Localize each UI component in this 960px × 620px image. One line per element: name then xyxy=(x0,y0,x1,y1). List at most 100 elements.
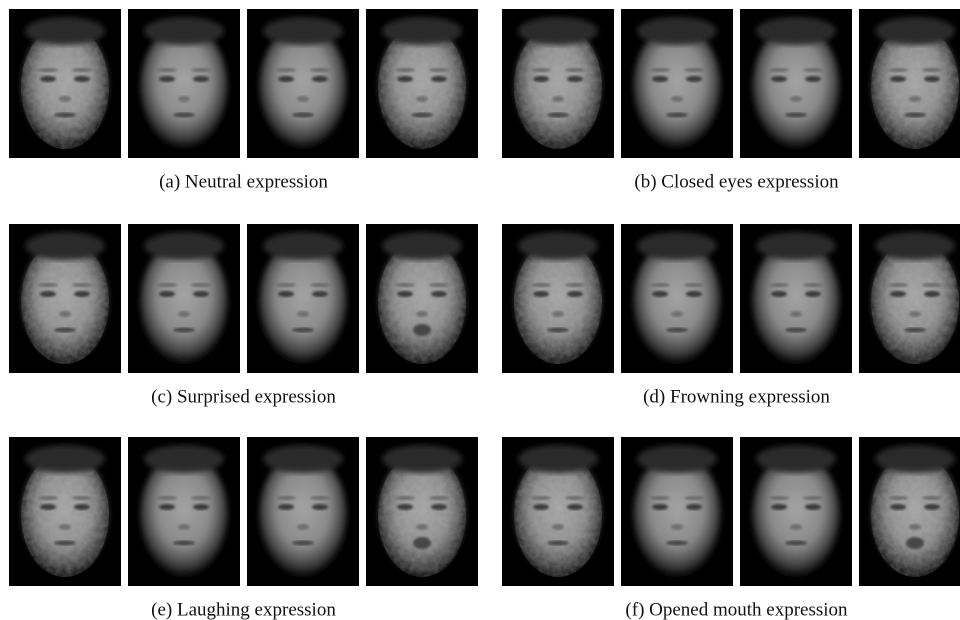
face-nose xyxy=(552,524,564,530)
face-hair xyxy=(25,17,105,45)
face-brow xyxy=(769,283,789,287)
face-brow xyxy=(531,496,551,500)
face-mouth xyxy=(547,113,569,118)
face-hair xyxy=(756,232,836,260)
face-hair xyxy=(263,232,343,260)
face-nose xyxy=(297,524,309,530)
face-nose xyxy=(671,524,683,530)
face-mouth xyxy=(547,541,569,546)
face-brow xyxy=(429,496,449,500)
face-brow xyxy=(922,283,942,287)
face-mouth xyxy=(413,324,431,336)
face-mouth xyxy=(906,537,924,549)
face-brow xyxy=(888,283,908,287)
face-hair xyxy=(756,445,836,473)
face-eye xyxy=(567,76,583,82)
face-eye xyxy=(397,76,413,82)
face-hair xyxy=(382,17,462,45)
face-brow xyxy=(565,68,585,72)
face-nose xyxy=(59,524,71,530)
face-eye xyxy=(193,291,209,297)
face-brow xyxy=(38,68,58,72)
face-nose xyxy=(59,96,71,102)
face-eye xyxy=(74,76,90,82)
face-brow xyxy=(157,68,177,72)
face-eye xyxy=(652,76,668,82)
face-mouth xyxy=(547,328,569,333)
face-mouth xyxy=(785,328,807,333)
face-brow xyxy=(157,283,177,287)
face-eye xyxy=(924,504,940,510)
subfigure-caption: (e) Laughing expression xyxy=(151,599,336,620)
face-mouth xyxy=(904,328,926,333)
face-mouth xyxy=(666,328,688,333)
face-brow xyxy=(191,68,211,72)
face-eye xyxy=(278,504,294,510)
face-eye xyxy=(312,76,328,82)
face-hair xyxy=(518,232,598,260)
face-mouth xyxy=(54,328,76,333)
face-brow xyxy=(684,68,704,72)
face-eye xyxy=(278,76,294,82)
subfigure-caption: (b) Closed eyes expression xyxy=(634,171,839,192)
face-hair xyxy=(144,232,224,260)
face-nose xyxy=(416,524,428,530)
face-eye xyxy=(193,76,209,82)
face-brow xyxy=(888,496,908,500)
subfigure: (a) Neutral expression xyxy=(9,9,478,192)
face-mouth xyxy=(411,113,433,118)
face-eye xyxy=(533,76,549,82)
face-mouth xyxy=(54,541,76,546)
face-eye xyxy=(567,504,583,510)
face-nose xyxy=(790,524,802,530)
page: (a) Neutral expression (b) Closed eyes ex… xyxy=(0,0,960,620)
face-nose xyxy=(178,524,190,530)
face-eye xyxy=(771,504,787,510)
face-mouth xyxy=(173,328,195,333)
face-brow xyxy=(684,283,704,287)
face-hair xyxy=(875,17,955,45)
face-eye xyxy=(686,504,702,510)
face-brow xyxy=(684,496,704,500)
face-hair xyxy=(875,232,955,260)
face-eye xyxy=(567,291,583,297)
face-hair xyxy=(518,445,598,473)
face-hair xyxy=(637,17,717,45)
face-brow xyxy=(650,496,670,500)
face-mouth xyxy=(785,541,807,546)
face-brow xyxy=(650,68,670,72)
face-eye xyxy=(74,291,90,297)
face-brow xyxy=(310,496,330,500)
face-eye xyxy=(805,504,821,510)
face-brow xyxy=(38,283,58,287)
face-brow xyxy=(72,283,92,287)
face-eye xyxy=(924,291,940,297)
face-mouth xyxy=(173,541,195,546)
face-brow xyxy=(395,283,415,287)
face-hair xyxy=(756,17,836,45)
face-brow xyxy=(276,283,296,287)
face-hair xyxy=(25,232,105,260)
face-nose xyxy=(671,96,683,102)
face-eye xyxy=(40,291,56,297)
subfigure: (b) Closed eyes expression xyxy=(502,9,960,192)
face-eye xyxy=(278,291,294,297)
face-nose xyxy=(552,311,564,317)
subfigure-caption: (f) Opened mouth expression xyxy=(625,599,848,620)
face-brow xyxy=(531,283,551,287)
face-eye xyxy=(193,504,209,510)
face-nose xyxy=(909,311,921,317)
face-nose xyxy=(671,311,683,317)
face-brow xyxy=(276,68,296,72)
face-eye xyxy=(686,291,702,297)
face-mouth xyxy=(666,113,688,118)
face-hair xyxy=(263,445,343,473)
face-nose xyxy=(552,96,564,102)
face-eye xyxy=(397,291,413,297)
face-brow xyxy=(310,283,330,287)
face-nose xyxy=(59,311,71,317)
subfigure-caption: (c) Surprised expression xyxy=(151,386,336,407)
face-nose xyxy=(909,96,921,102)
face-brow xyxy=(531,68,551,72)
face-brow xyxy=(38,496,58,500)
